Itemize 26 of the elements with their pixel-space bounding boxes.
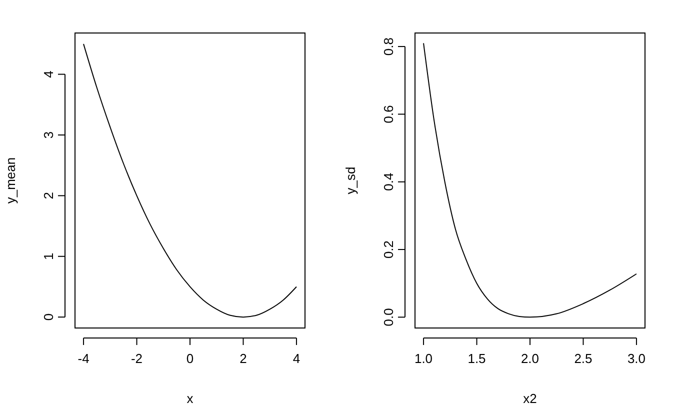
x-axis-title: x2: [523, 391, 537, 406]
x-tick-label: 3.0: [627, 351, 646, 366]
x-tick-label: -2: [130, 351, 143, 366]
y-tick-label: 0.0: [381, 308, 396, 326]
y-tick-label: 0: [41, 313, 56, 321]
x-tick-label: 4: [292, 351, 300, 366]
y-tick-label: 4: [41, 70, 56, 78]
y-tick-label: 3: [41, 131, 56, 139]
x-tick-label: 2.5: [574, 351, 592, 366]
x-tick-label: 1.5: [468, 351, 486, 366]
x-axis-title: x: [186, 391, 194, 406]
x-tick-label: 1.0: [414, 351, 433, 366]
y-tick-label: 0.2: [381, 240, 396, 259]
y-tick-label: 0.6: [381, 105, 396, 124]
line-series: [83, 43, 297, 318]
y-tick-label: 1: [41, 252, 56, 260]
x-tick-label: 2.0: [520, 351, 540, 366]
y-tick-label: 2: [41, 192, 56, 200]
y-axis-title: y_sd: [343, 166, 358, 194]
x-tick-label: 0: [186, 351, 194, 366]
y-tick-label: 0.8: [381, 37, 396, 56]
y-axis-title: y_mean: [3, 157, 18, 204]
y-tick-label: 0.4: [381, 172, 396, 191]
x-tick-label: -4: [78, 351, 90, 366]
line-series: [423, 42, 637, 318]
x-tick-label: 2: [240, 351, 247, 366]
